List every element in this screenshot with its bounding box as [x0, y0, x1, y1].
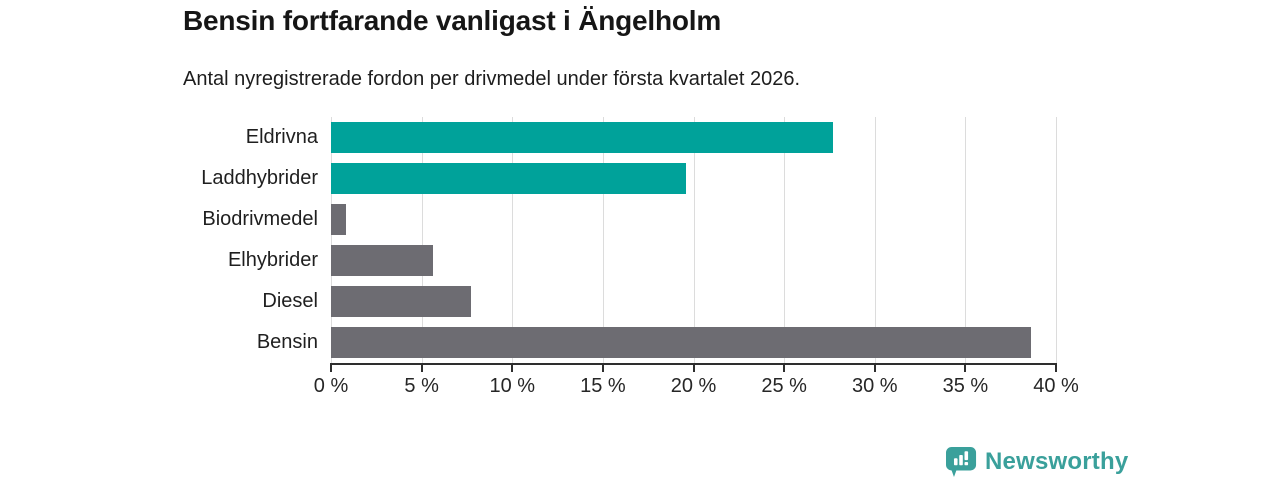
tick-mark-5 [420, 365, 423, 372]
tick-label: 35 % [942, 375, 989, 397]
tick-label: 20 % [670, 375, 717, 397]
gridline-30 [874, 117, 876, 363]
tick-mark-30 [873, 365, 876, 372]
newsworthy-icon [946, 446, 977, 478]
bar [331, 122, 834, 153]
category-label: Biodrivmedel [202, 208, 318, 230]
tick-label: 25 % [761, 375, 807, 397]
bar [331, 245, 433, 276]
x-axis-line [330, 363, 1057, 365]
chart-subtitle: Antal nyregistrerade fordon per drivmede… [183, 68, 801, 90]
newsworthy-wordmark: Newsworthy [985, 448, 1129, 475]
tick-mark-15 [601, 365, 604, 372]
gridline-40 [1056, 117, 1057, 363]
bar [331, 327, 1031, 358]
tick-label: 15 % [580, 375, 626, 397]
bar-chart-plot-area: Eldrivna Laddhybrider Biodrivmedel Elhybrid… [201, 117, 1079, 397]
bar [331, 204, 346, 235]
category-label: Elhybrider [227, 249, 318, 271]
tick-mark-25 [783, 365, 786, 372]
tick-label: 40 % [1033, 375, 1079, 397]
category-label: Diesel [262, 290, 318, 312]
newsworthy-logo: Newsworthy [946, 446, 1128, 478]
category-label: Eldrivna [245, 126, 318, 148]
bar [331, 163, 687, 194]
bar [331, 286, 471, 317]
tick-label: 10 % [489, 375, 536, 397]
tick-mark-40 [1055, 365, 1057, 372]
gridline-5 [421, 117, 423, 363]
x-axis: 0 % 5 % 10 % 15 % 20 % 25 % 30 % 35 % 40 % [314, 363, 1079, 403]
gridline-25 [784, 117, 786, 363]
gridline-0 [331, 117, 332, 363]
gridline-10 [512, 117, 514, 363]
tick-label: 0 % [313, 375, 349, 397]
chart-title: Bensin fortfarande vanligast i Ängelholm [183, 5, 722, 36]
tick-mark-35 [964, 365, 967, 372]
tick-mark-0 [330, 365, 332, 372]
gridline-35 [965, 117, 967, 363]
tick-mark-10 [511, 365, 514, 372]
tick-label: 30 % [851, 375, 898, 397]
category-label: Laddhybrider [201, 167, 318, 189]
tick-mark-20 [692, 365, 695, 372]
gridline-20 [693, 117, 695, 363]
gridline-15 [602, 117, 604, 363]
tick-label: 5 % [404, 375, 439, 397]
category-label: Bensin [256, 331, 318, 353]
